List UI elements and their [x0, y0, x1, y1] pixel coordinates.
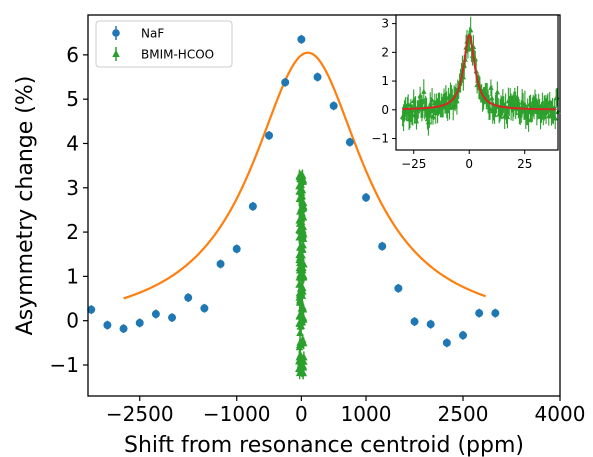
- inset-point: [504, 114, 511, 120]
- naf-point: [232, 244, 241, 253]
- series-naf: [87, 34, 500, 348]
- legend-naf-label: NaF: [141, 27, 164, 41]
- inset-y-tick-label: −1: [371, 132, 389, 146]
- naf-point: [200, 304, 209, 313]
- y-tick-label: 0: [66, 309, 79, 333]
- bmim-point: [296, 328, 304, 336]
- naf-point: [394, 284, 403, 293]
- inset-point: [454, 98, 460, 104]
- naf-point: [103, 321, 112, 330]
- naf-point: [265, 131, 274, 140]
- inset-y-tick-label: 1: [381, 74, 389, 88]
- naf-point: [459, 331, 468, 340]
- bmim-point: [295, 255, 303, 264]
- bmim-point: [299, 213, 308, 221]
- bmim-point: [296, 358, 305, 366]
- bmim-point: [297, 284, 306, 292]
- bmim-point: [299, 303, 307, 311]
- legend-bmim-marker: [112, 49, 120, 57]
- naf-point: [184, 293, 193, 302]
- inset-plot: −25 0 25 −1 0 1 2 3: [371, 14, 561, 171]
- inset-y-tick-label: 2: [381, 45, 389, 59]
- inset-point: [494, 89, 501, 95]
- inset-point: [446, 104, 453, 110]
- x-tick-label: 4000: [535, 402, 586, 426]
- bmim-point: [298, 335, 307, 343]
- naf-point: [216, 259, 225, 268]
- inset-point: [552, 115, 558, 121]
- legend-naf-marker: [112, 29, 120, 37]
- bmim-point: [297, 229, 306, 237]
- fit-curve-main: [123, 51, 487, 300]
- series-bmim-hcoo: [295, 169, 308, 380]
- naf-point: [281, 78, 290, 87]
- naf-point: [168, 313, 177, 322]
- inset-point: [413, 118, 420, 124]
- inset-point: [421, 88, 427, 94]
- inset-x-tick-label: −25: [401, 157, 426, 171]
- x-tick-label: 2500: [438, 402, 489, 426]
- naf-point: [362, 193, 371, 202]
- bmim-point: [295, 215, 304, 223]
- y-tick-label: 2: [66, 220, 79, 244]
- legend-bmim-label: BMIM-HCOO: [141, 48, 214, 62]
- bmim-point: [299, 315, 308, 323]
- naf-point: [491, 309, 500, 318]
- naf-point: [475, 309, 484, 318]
- y-tick-label: 6: [66, 43, 79, 67]
- naf-point: [135, 318, 144, 327]
- legend-box: [95, 20, 233, 68]
- bmim-point: [299, 363, 308, 371]
- bmim-point: [296, 350, 305, 358]
- x-tick-label: 1000: [341, 402, 392, 426]
- y-tick-label: 4: [66, 131, 79, 155]
- inset-frame: [395, 14, 559, 151]
- x-tick-label: 0: [295, 402, 308, 426]
- legend: NaF BMIM-HCOO: [95, 20, 233, 68]
- naf-point: [313, 73, 322, 82]
- bmim-point: [297, 188, 306, 196]
- bmim-point: [299, 273, 308, 281]
- bmim-point: [295, 293, 304, 301]
- main-plot-frame: [87, 14, 561, 397]
- bmim-point: [299, 176, 308, 184]
- inset-y-tick-label: 3: [381, 17, 389, 31]
- inset-y-tick-label: 0: [381, 103, 389, 117]
- naf-point: [426, 320, 435, 329]
- x-axis-label: Shift from resonance centroid (ppm): [124, 433, 524, 457]
- y-tick-label: 1: [66, 264, 79, 288]
- naf-point: [151, 310, 160, 319]
- inset-point: [467, 27, 474, 33]
- naf-point: [87, 305, 96, 314]
- bmim-point: [295, 172, 304, 180]
- y-axis-label: Asymmetry change (%): [13, 76, 38, 336]
- bmim-point: [295, 266, 304, 274]
- x-tick-label: −1000: [203, 402, 271, 426]
- fit-curve-inset: [402, 34, 556, 111]
- bmim-point: [295, 182, 303, 190]
- naf-point: [442, 338, 451, 347]
- y-tick-label: −1: [50, 353, 79, 377]
- bmim-point: [296, 297, 304, 305]
- main-series-layer: [87, 34, 500, 380]
- naf-point: [119, 324, 128, 333]
- naf-point: [329, 101, 338, 110]
- bmim-point: [298, 201, 307, 209]
- naf-point: [345, 138, 354, 147]
- bmim-point: [295, 343, 304, 351]
- inset-x-tick-label: 25: [517, 157, 532, 171]
- y-tick-label: 3: [66, 176, 79, 200]
- inset-x-tick-label: 0: [465, 157, 473, 171]
- y-tick-label: 5: [66, 87, 79, 111]
- naf-point: [297, 35, 306, 44]
- naf-point: [248, 202, 257, 211]
- bmim-point: [299, 241, 307, 249]
- naf-point: [410, 317, 419, 326]
- x-tick-label: −2500: [106, 402, 174, 426]
- naf-point: [378, 242, 387, 251]
